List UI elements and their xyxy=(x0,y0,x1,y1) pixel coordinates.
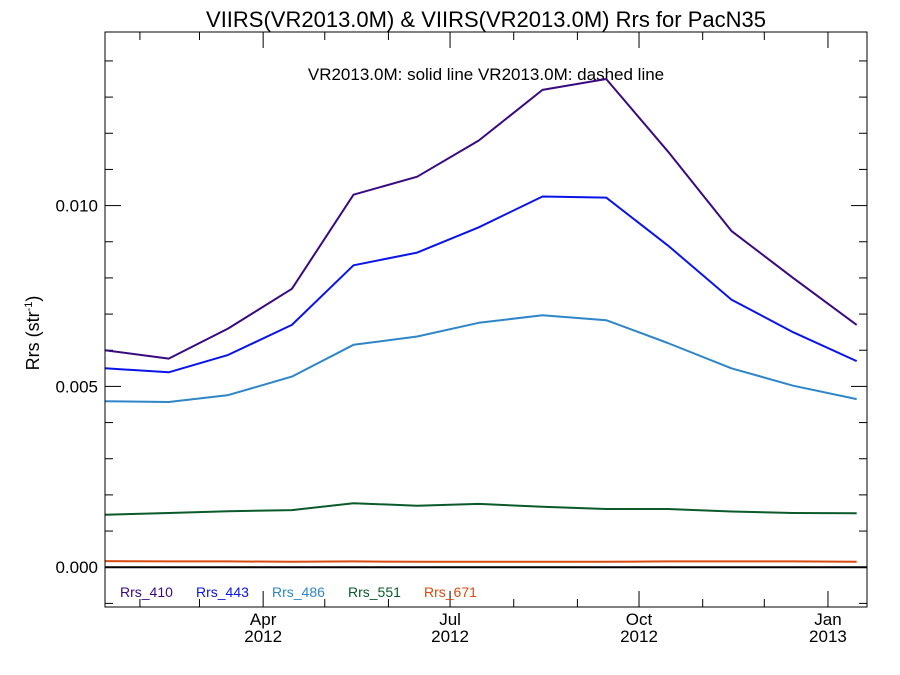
x-tick-label-year: 2012 xyxy=(431,627,469,646)
series-line-rrs-410 xyxy=(104,78,858,360)
x-tick-label-month: Jan xyxy=(814,610,841,629)
series-line-rrs-671 xyxy=(104,560,857,563)
series-lines xyxy=(104,78,867,569)
legend: Rrs_410 Rrs_443 Rrs_486 Rrs_551 Rrs_671 xyxy=(120,584,477,600)
plot-frame xyxy=(104,31,868,608)
line-style-annotation: VR2013.0M: solid line VR2013.0M: dashed … xyxy=(308,65,664,84)
series-line-rrs-551 xyxy=(104,502,857,516)
x-tick-label-year: 2012 xyxy=(620,627,658,646)
x-tick-label-year: 2013 xyxy=(809,627,847,646)
series-line-rrs-486 xyxy=(104,314,857,403)
legend-entry-rrs-443: Rrs_443 xyxy=(196,584,249,600)
legend-entry-rrs-671: Rrs_671 xyxy=(424,584,477,600)
x-tick-label-year: 2012 xyxy=(244,627,282,646)
y-tick-label: 0.005 xyxy=(55,377,98,396)
x-tick-label-month: Jul xyxy=(439,610,461,629)
x-tick-label-month: Apr xyxy=(250,610,277,629)
legend-entry-rrs-486: Rrs_486 xyxy=(272,584,325,600)
chart-title: VIIRS(VR2013.0M) & VIIRS(VR2013.0M) Rrs … xyxy=(206,7,766,32)
y-axis: 0.000 0.005 0.010 xyxy=(55,60,867,604)
legend-entry-rrs-410: Rrs_410 xyxy=(120,584,173,600)
y-tick-label: 0.010 xyxy=(55,197,98,216)
legend-entry-rrs-551: Rrs_551 xyxy=(348,584,401,600)
x-tick-label-month: Oct xyxy=(626,610,653,629)
y-axis-label: Rrs (str-1) xyxy=(23,296,43,371)
y-tick-label: 0.000 xyxy=(55,558,98,577)
series-line-rrs-443 xyxy=(104,195,858,374)
